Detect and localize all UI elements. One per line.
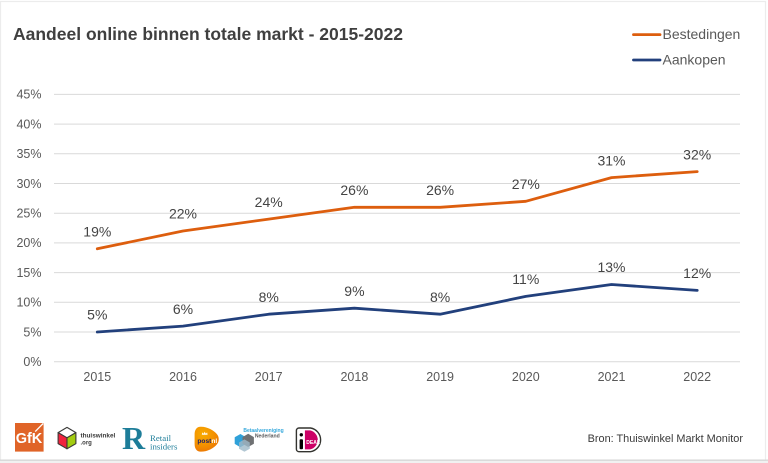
svg-text:Betaalvereniging: Betaalvereniging <box>243 428 283 434</box>
svg-text:insiders: insiders <box>150 442 178 452</box>
svg-text:8%: 8% <box>430 289 450 305</box>
svg-text:45%: 45% <box>16 88 41 102</box>
svg-text:24%: 24% <box>255 194 283 210</box>
svg-text:GfK: GfK <box>16 431 43 447</box>
svg-text:26%: 26% <box>426 182 454 198</box>
svg-text:DEAL: DEAL <box>306 440 320 446</box>
svg-text:0%: 0% <box>23 355 41 369</box>
svg-text:19%: 19% <box>83 224 111 240</box>
svg-text:27%: 27% <box>512 176 540 192</box>
svg-text:30%: 30% <box>16 177 41 191</box>
svg-text:31%: 31% <box>597 152 625 168</box>
svg-text:13%: 13% <box>597 259 625 275</box>
svg-text:Aandeel online binnen totale m: Aandeel online binnen totale markt - 201… <box>13 24 403 44</box>
svg-text:R: R <box>122 420 146 456</box>
svg-text:2017: 2017 <box>255 370 283 384</box>
svg-text:11%: 11% <box>512 271 539 287</box>
svg-text:2021: 2021 <box>598 370 626 384</box>
svg-text:6%: 6% <box>173 301 193 317</box>
svg-text:Retail: Retail <box>150 433 172 443</box>
svg-text:2022: 2022 <box>683 370 711 384</box>
svg-text:25%: 25% <box>16 207 41 221</box>
svg-text:.org: .org <box>81 441 93 447</box>
svg-text:5%: 5% <box>23 325 41 339</box>
svg-text:2015: 2015 <box>83 370 111 384</box>
svg-text:Bestedingen: Bestedingen <box>663 26 741 42</box>
svg-text:Nederland: Nederland <box>255 434 280 440</box>
svg-text:15%: 15% <box>16 266 41 280</box>
svg-text:2019: 2019 <box>426 370 454 384</box>
svg-text:26%: 26% <box>340 182 368 198</box>
svg-text:9%: 9% <box>344 283 364 299</box>
svg-text:22%: 22% <box>169 206 197 222</box>
svg-text:2016: 2016 <box>169 370 197 384</box>
svg-text:Aankopen: Aankopen <box>663 51 726 67</box>
svg-text:8%: 8% <box>259 289 279 305</box>
svg-text:12%: 12% <box>683 265 711 281</box>
svg-text:Bron: Thuiswinkel Markt Monito: Bron: Thuiswinkel Markt Monitor <box>588 433 744 445</box>
svg-text:32%: 32% <box>683 146 711 162</box>
svg-text:35%: 35% <box>16 147 41 161</box>
svg-text:5%: 5% <box>87 307 107 323</box>
svg-text:10%: 10% <box>16 296 41 310</box>
svg-text:2020: 2020 <box>512 370 540 384</box>
svg-text:40%: 40% <box>16 117 41 131</box>
svg-text:postnl: postnl <box>197 438 217 445</box>
svg-text:20%: 20% <box>16 236 41 250</box>
svg-text:thuiswinkel: thuiswinkel <box>81 433 116 440</box>
svg-text:2018: 2018 <box>340 370 368 384</box>
